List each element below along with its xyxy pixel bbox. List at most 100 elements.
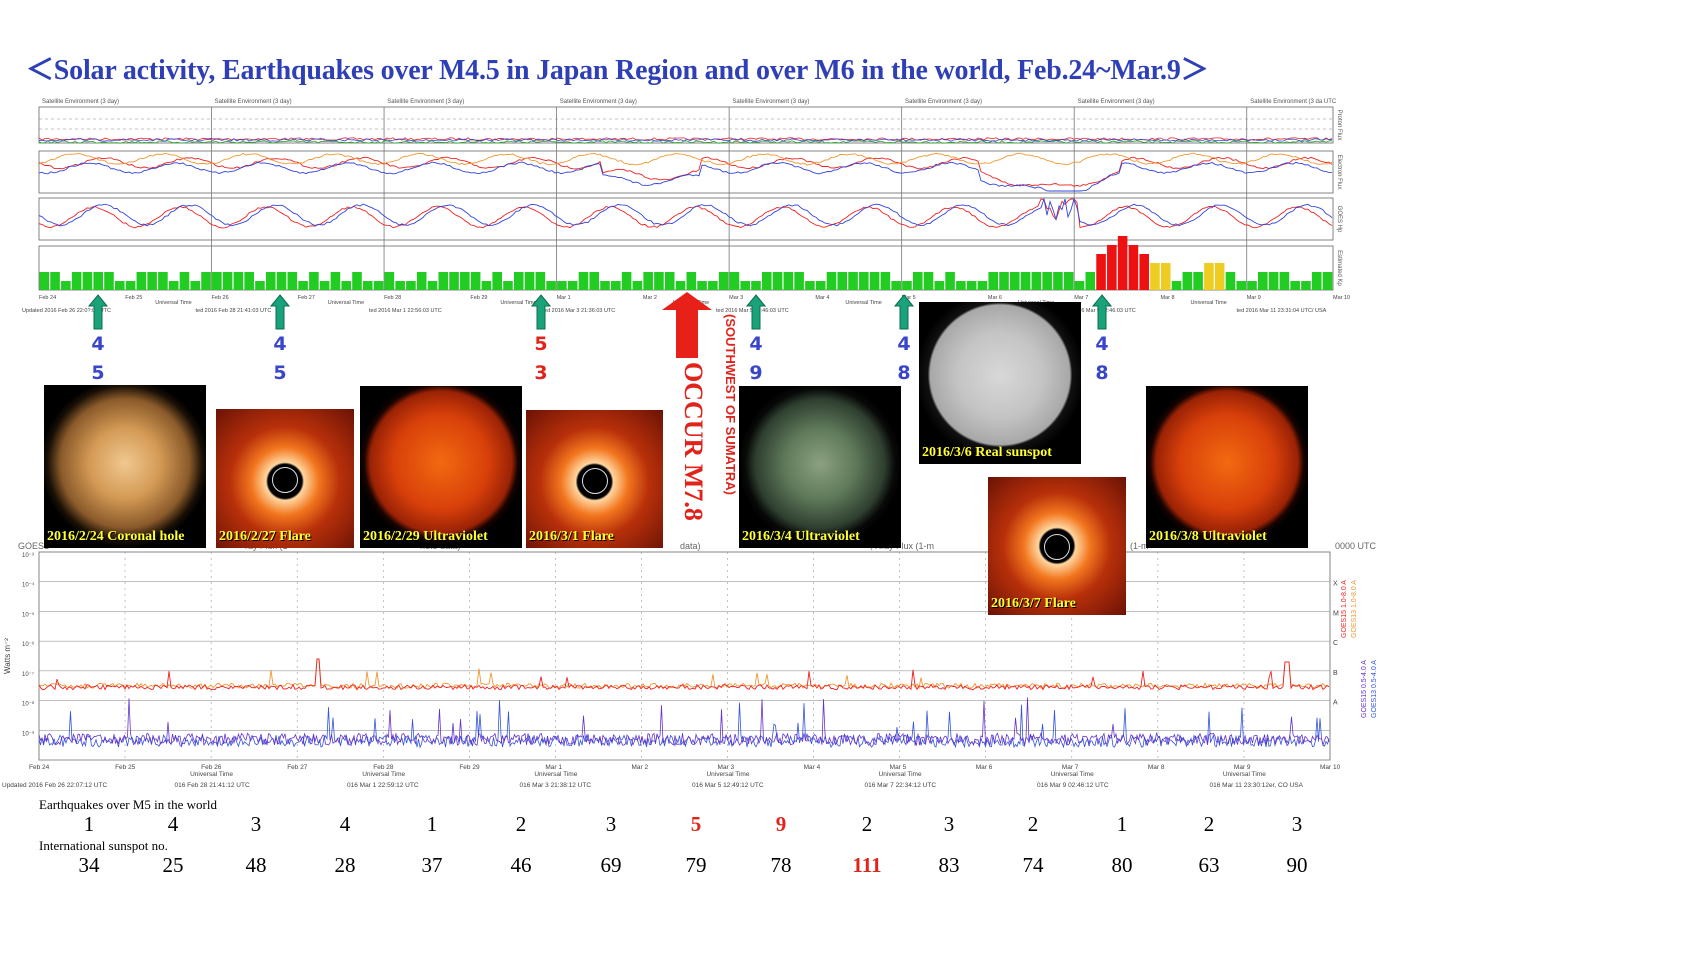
- earthquake-count: 1: [83, 812, 95, 836]
- kp-bar: [535, 272, 546, 290]
- earthquake-count: 5: [690, 812, 702, 836]
- kp-bar: [39, 272, 50, 290]
- date-tick-label: Feb 27: [298, 295, 315, 301]
- date-tick-label: Feb 24: [39, 295, 56, 301]
- y-tick-label: 10⁻⁶: [22, 641, 35, 648]
- kp-bar: [805, 281, 815, 290]
- kp-bar: [298, 281, 308, 290]
- thumbnail-caption: 2016/2/29 Ultraviolet: [363, 529, 488, 544]
- kp-bar: [492, 272, 502, 290]
- kp-bar: [233, 272, 244, 290]
- kp-bar: [934, 281, 945, 290]
- kp-bar: [1096, 254, 1106, 290]
- kp-bar: [1042, 272, 1052, 290]
- sunspot-number: 90: [1286, 853, 1308, 877]
- kp-bar: [1236, 281, 1247, 290]
- date-tick-label: Mar 8: [1148, 764, 1165, 771]
- y-tick-label: 10⁻³: [22, 553, 34, 559]
- kp-bar: [1128, 245, 1139, 290]
- kp-bar: [578, 272, 589, 290]
- flare-class-letter: M: [1333, 610, 1339, 617]
- earthquake-magnitude-integer: 5: [534, 333, 548, 355]
- kp-bar: [438, 272, 449, 290]
- date-tick-label: Mar 4: [815, 295, 829, 301]
- kp-bar: [1150, 263, 1160, 290]
- date-tick-label: Feb 25: [115, 764, 136, 771]
- kp-bar: [427, 281, 438, 290]
- kp-bar: [880, 272, 891, 290]
- kp-bar: [902, 281, 912, 290]
- occulter-circle: [582, 468, 608, 494]
- earthquake-arrow-icon: [1092, 294, 1112, 330]
- kp-bar: [1193, 272, 1203, 290]
- electron-flux-series: [38, 152, 1333, 166]
- thumbnail-real-sunspot: 2016/3/6 Real sunspot: [919, 302, 1081, 464]
- kp-bar: [837, 272, 848, 290]
- legend-entry: GOES15 0.5-4.0 A: [1361, 660, 1368, 718]
- kp-bar: [93, 272, 103, 290]
- earthquake-count: 4: [167, 812, 179, 836]
- date-tick-label: Mar 10: [1320, 764, 1341, 771]
- kp-bar: [82, 272, 93, 290]
- kp-bar: [352, 272, 362, 290]
- date-tick-label: Mar 5: [890, 764, 907, 771]
- kp-bar: [611, 281, 621, 290]
- goes-hp-series: [38, 198, 1333, 229]
- occulter-circle: [1044, 534, 1070, 560]
- earthquake-count: 1: [426, 812, 438, 836]
- flare-class-letter: B: [1333, 670, 1338, 677]
- date-tick-label: Mar 3: [729, 295, 743, 301]
- sunspot-number: 48: [245, 853, 267, 877]
- sunspot-number: 79: [685, 853, 707, 877]
- kp-bar: [923, 272, 934, 290]
- earthquake-magnitude-integer: 4: [273, 333, 287, 355]
- y-tick-label: 10⁻⁹: [22, 730, 35, 737]
- sunspot-number: 34: [78, 853, 100, 877]
- kp-bar: [794, 272, 804, 290]
- axis-label: Universal Time: [1051, 771, 1094, 778]
- date-tick-label: Mar 3: [718, 764, 735, 771]
- panel-header: Satellite Environment (3 day): [905, 99, 982, 105]
- kp-bar: [708, 281, 718, 290]
- long-wavelength-series: [38, 658, 1330, 690]
- date-tick-label: Mar 1: [557, 295, 571, 301]
- date-tick-label: Feb 28: [373, 764, 394, 771]
- date-tick-label: Mar 4: [804, 764, 821, 771]
- kp-bar: [287, 272, 298, 290]
- date-tick-label: Feb 24: [29, 764, 50, 771]
- earthquake-magnitude-decimal: 5: [91, 362, 105, 384]
- kp-bar: [395, 281, 405, 290]
- earthquake-magnitude-decimal: 8: [897, 362, 911, 384]
- earthquake-arrow-icon: [746, 294, 766, 330]
- updated-label: Updated 2016 Feb 26 22:07:12 UTC: [2, 782, 107, 789]
- kp-bar: [147, 272, 157, 290]
- kp-bar: [697, 281, 707, 290]
- major-event-magnitude: OCCUR M7.8: [679, 362, 708, 521]
- updated-label: ted 2016 Mar 3 21:36:03 UTC: [543, 308, 616, 314]
- y-tick-label: 10⁻⁴: [22, 582, 35, 589]
- short-wavelength-series: [38, 697, 1330, 747]
- sunspot-row-label: International sunspot no.: [39, 838, 168, 853]
- date-tick-label: Mar 8: [1160, 295, 1174, 301]
- kp-bar: [1139, 254, 1149, 290]
- date-tick-label: Feb 25: [125, 295, 142, 301]
- kp-bar: [1247, 281, 1257, 290]
- kp-bar: [751, 281, 761, 290]
- thumbnail-caption: 2016/3/6 Real sunspot: [922, 445, 1052, 460]
- kp-bar: [416, 272, 427, 290]
- page-title: ＜Solar activity, Earthquakes over M4.5 i…: [26, 55, 1209, 86]
- xray-flux-chart: GOES1ray Flux (1nute data)data); Xray Fl…: [2, 541, 1378, 789]
- sunspot-number: 80: [1111, 853, 1133, 877]
- date-tick-label: Mar 5: [902, 295, 916, 301]
- kp-bar: [589, 272, 600, 290]
- sunspot-number: 83: [938, 853, 960, 877]
- kp-bar: [309, 272, 319, 290]
- earthquake-arrow-icon: [531, 294, 551, 330]
- thumbnail-caption: 2016/3/7 Flare: [991, 596, 1076, 611]
- updated-label: 016 Mar 1 22:59:12 UTC: [347, 782, 419, 789]
- xray-header-text: 0000 UTC: [1335, 541, 1377, 551]
- earthquake-count: 3: [250, 812, 262, 836]
- sunspot-number: 25: [162, 853, 184, 877]
- kp-bar: [136, 272, 147, 290]
- kp-bar: [1279, 272, 1290, 290]
